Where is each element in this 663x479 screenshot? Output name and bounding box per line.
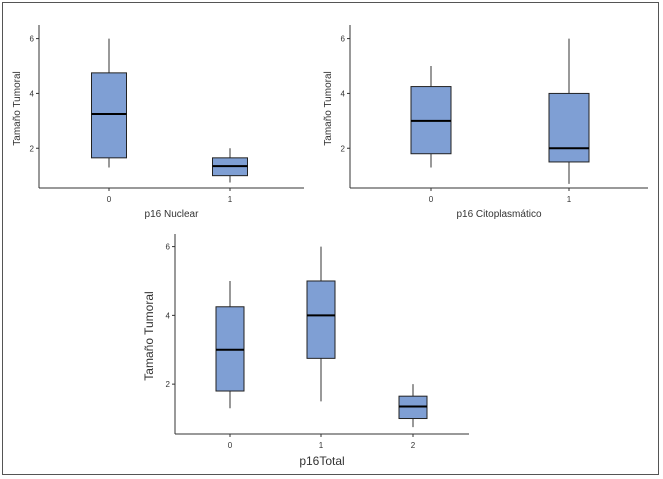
- x-tick-label: 1: [319, 441, 324, 450]
- box-iqr: [91, 72, 127, 159]
- box-iqr: [548, 92, 590, 163]
- y-tick-label: 2: [30, 144, 35, 153]
- chart-panel-2: 2 4 6 0 1 Tamaño Tumoral p16 Citoplasmático: [323, 25, 648, 220]
- boxplot-figure: 2 4 6 0 1 Tamaño Tumoral p16 Nuclear 2 4 6 0 1 Tamañ…: [12, 25, 648, 468]
- y-tick-label: 6: [166, 243, 171, 252]
- chart-panel-1: 2 4 6 0 1 Tamaño Tumoral p16 Nuclear: [12, 25, 304, 220]
- y-axis-title: Tamaño Tumoral: [142, 291, 156, 380]
- x-axis-title: p16Total: [299, 454, 344, 468]
- box-iqr: [306, 280, 336, 359]
- x-axis-title: p16 Nuclear: [145, 209, 200, 220]
- figure-frame: 2 4 6 0 1 Tamaño Tumoral p16 Nuclear 2 4 6 0 1 Tamañ…: [2, 2, 659, 475]
- y-tick-label: 6: [341, 35, 346, 44]
- y-tick-label: 6: [30, 35, 35, 44]
- x-tick-label: 2: [411, 441, 416, 450]
- y-axis-title: Tamaño Tumoral: [323, 71, 334, 145]
- y-tick-label: 4: [166, 311, 171, 320]
- x-tick-label: 0: [107, 195, 112, 204]
- y-tick-label: 2: [341, 144, 346, 153]
- x-tick-label: 1: [228, 195, 233, 204]
- y-tick-label: 4: [341, 89, 346, 98]
- x-tick-label: 0: [228, 441, 233, 450]
- y-tick-label: 4: [30, 89, 35, 98]
- chart-panel-3: 2 4 6 0 1 2 Tamaño Tumoral p16Total: [142, 234, 469, 468]
- x-axis-title: p16 Citoplasmático: [456, 209, 541, 220]
- x-tick-label: 1: [567, 195, 572, 204]
- y-axis-title: Tamaño Tumoral: [12, 71, 23, 145]
- x-tick-label: 0: [429, 195, 434, 204]
- y-tick-label: 2: [166, 380, 171, 389]
